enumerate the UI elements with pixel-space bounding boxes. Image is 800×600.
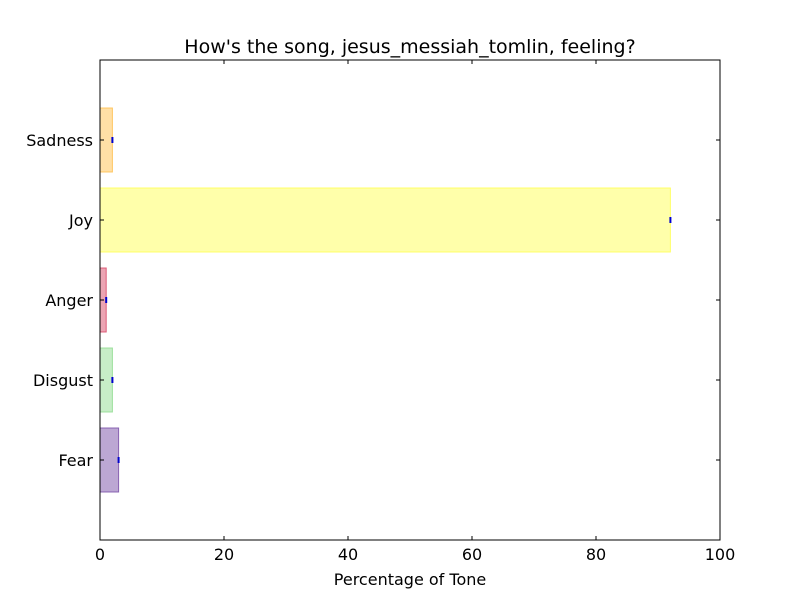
y-tick-label-fear: Fear — [58, 451, 93, 470]
y-tick-label-disgust: Disgust — [33, 371, 93, 390]
x-tick-label-80: 80 — [586, 545, 606, 564]
plot-area: Fear Disgust Anger Joy Sadness 0 20 40 60 80 100 — [26, 59, 736, 564]
plot-frame — [99, 59, 721, 541]
chart-title: How's the song, jesus_messiah_tomlin, fe… — [184, 36, 635, 58]
x-tick-label-20: 20 — [214, 545, 234, 564]
y-tick-label-joy: Joy — [68, 211, 93, 230]
bar-joy — [99, 187, 671, 253]
x-axis-label: Percentage of Tone — [334, 570, 486, 589]
y-tick-label-sadness: Sadness — [26, 131, 93, 150]
x-tick-label-100: 100 — [705, 545, 736, 564]
x-tick-label-0: 0 — [95, 545, 105, 564]
bar-marker-sadness — [111, 137, 114, 143]
bar-marker-disgust — [111, 377, 114, 383]
bar-marker-joy — [669, 217, 672, 223]
x-tick-label-60: 60 — [462, 545, 482, 564]
bar-marker-fear — [117, 457, 120, 463]
y-tick-label-anger: Anger — [45, 291, 93, 310]
x-tick-label-40: 40 — [338, 545, 358, 564]
bar-marker-anger — [105, 297, 108, 303]
